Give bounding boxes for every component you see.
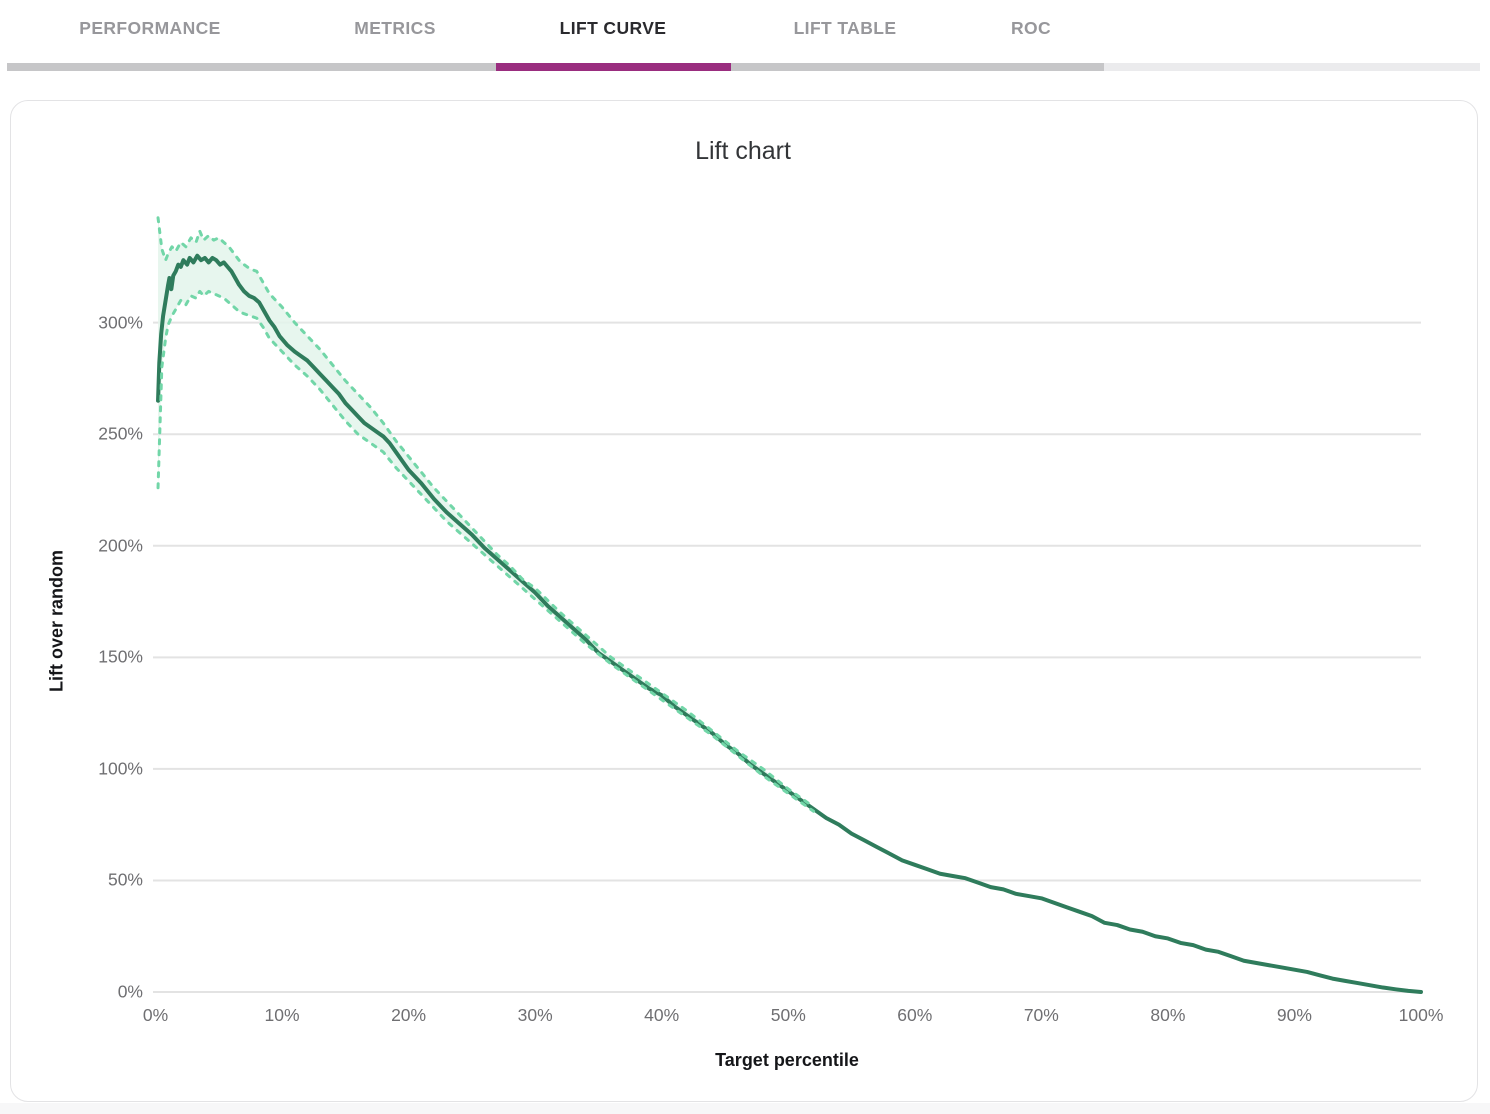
y-tick-label: 150% [98, 646, 143, 667]
lift-line [156, 253, 1423, 994]
tab-lift-table[interactable]: LIFT TABLE [793, 18, 897, 38]
x-tick-label: 10% [264, 1005, 300, 1025]
upper-bound-line [156, 216, 816, 809]
tab-performance[interactable]: PERFORMANCE [79, 18, 221, 38]
lift-chart-card [10, 100, 1478, 1102]
y-axis-title: Lift over random [46, 549, 67, 693]
y-tick-label: 250% [98, 423, 143, 444]
x-tick-label: 40% [644, 1005, 680, 1025]
y-tick-label: 300% [98, 312, 143, 333]
lower-bound-line [156, 289, 816, 813]
x-tick-label: 20% [391, 1005, 427, 1025]
x-tick-label: 70% [1023, 1005, 1059, 1025]
tab-roc[interactable]: ROC [1010, 18, 1052, 38]
x-tick-label: 60% [897, 1005, 933, 1025]
x-tick-label: 30% [517, 1005, 553, 1025]
x-tick-label: 0% [142, 1005, 169, 1025]
tab-lift-curve[interactable]: LIFT CURVE [559, 18, 667, 38]
x-tick-label: 50% [770, 1005, 806, 1025]
page-background-strip [0, 1103, 1490, 1114]
tab-bar: PERFORMANCE METRICS LIFT CURVE LIFT TABLE RO… [0, 0, 1490, 72]
x-tick-label: 100% [1398, 1005, 1444, 1025]
confidence-band [158, 217, 814, 812]
y-tick-label: 100% [98, 758, 143, 779]
y-tick-label: 50% [107, 869, 143, 890]
x-axis-title: Target percentile [715, 1050, 859, 1070]
x-tick-label: 90% [1276, 1005, 1312, 1025]
y-tick-label: 200% [98, 535, 143, 556]
y-tick-label: 0% [117, 981, 143, 1002]
active-tab-underline [496, 63, 731, 71]
tab-metrics[interactable]: METRICS [354, 18, 436, 38]
x-tick-label: 80% [1150, 1005, 1186, 1025]
chart-title: Lift chart [695, 137, 791, 165]
